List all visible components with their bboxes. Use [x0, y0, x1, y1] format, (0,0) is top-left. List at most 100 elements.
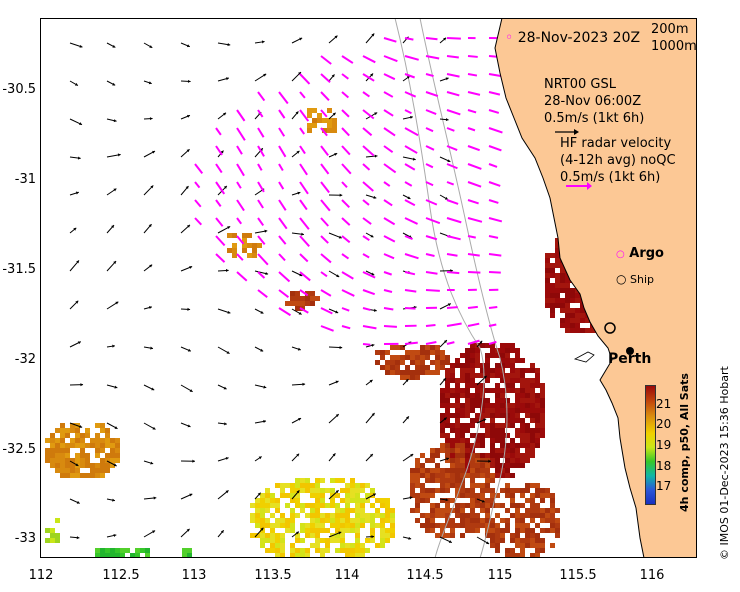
sst-pixel: [460, 423, 465, 428]
hf-arrow: [341, 199, 350, 209]
sst-pixel: [530, 448, 535, 453]
sst-pixel: [570, 288, 575, 293]
sst-pixel: [485, 513, 490, 518]
sst-pixel: [275, 533, 280, 538]
sst-pixel: [520, 433, 525, 438]
hf-arrow: [488, 253, 502, 257]
sst-pixel: [505, 403, 510, 408]
sst-pixel: [470, 463, 475, 468]
sst-pixel: [85, 433, 90, 438]
sst-pixel: [480, 438, 485, 443]
sst-pixel: [525, 538, 530, 543]
sst-pixel: [495, 408, 500, 413]
sst-pixel: [520, 373, 525, 378]
sst-pixel: [565, 293, 570, 298]
sst-pixel: [445, 478, 450, 483]
sst-pixel: [295, 503, 300, 508]
sst-pixel: [325, 538, 330, 543]
sst-pixel: [410, 468, 415, 473]
sst-pixel: [500, 363, 505, 368]
sst-pixel: [80, 438, 85, 443]
sst-pixel: [530, 413, 535, 418]
sst-pixel: [465, 363, 470, 368]
model-scale: 0.5m/s (1kt 6h): [544, 111, 645, 126]
sst-pixel: [550, 498, 555, 503]
ship-marker: [604, 322, 616, 334]
sst-pixel: [490, 368, 495, 373]
sst-pixel: [247, 243, 252, 248]
sst-pixel: [320, 493, 325, 498]
sst-pixel: [355, 518, 360, 523]
sst-pixel: [300, 488, 305, 493]
sst-pixel: [305, 478, 310, 483]
hf-arrow: [446, 163, 458, 170]
map-plot-area[interactable]: [40, 18, 697, 558]
sst-pixel: [480, 408, 485, 413]
sst-pixel: [340, 518, 345, 523]
sst-pixel: [505, 463, 510, 468]
model-arrowhead: [406, 76, 410, 79]
sst-pixel: [570, 298, 575, 303]
model-arrowhead: [186, 114, 190, 118]
sst-pixel: [315, 538, 320, 543]
sst-pixel: [355, 538, 360, 543]
sst-pixel: [455, 388, 460, 393]
hf-arrow: [467, 181, 482, 188]
sst-pixel: [50, 533, 55, 538]
sst-pixel: [500, 488, 505, 493]
sst-pixel: [550, 293, 555, 298]
sst-pixel: [525, 393, 530, 398]
sst-pixel: [555, 273, 560, 278]
model-arrowhead: [297, 347, 301, 351]
sst-pixel: [455, 468, 460, 473]
sst-pixel: [340, 508, 345, 513]
sst-pixel: [425, 468, 430, 473]
sst-pixel: [310, 508, 315, 513]
hf-arrow: [425, 181, 434, 187]
sst-pixel: [530, 403, 535, 408]
sst-pixel: [510, 448, 515, 453]
ship-legend: ○ Ship: [616, 272, 654, 286]
sst-pixel: [540, 383, 545, 388]
sst-pixel: [515, 528, 520, 533]
sst-pixel: [285, 518, 290, 523]
model-arrowhead: [223, 386, 227, 390]
sst-pixel: [445, 433, 450, 438]
sst-pixel: [55, 518, 60, 523]
sst-pixel: [260, 523, 265, 528]
sst-pixel: [270, 548, 275, 553]
sst-pixel: [515, 373, 520, 378]
sst-pixel: [500, 378, 505, 383]
sst-pixel: [305, 523, 310, 528]
sst-pixel: [485, 483, 490, 488]
sst-pixel: [95, 448, 100, 453]
model-arrowhead: [448, 540, 452, 543]
sst-pixel: [510, 443, 515, 448]
sst-pixel: [540, 398, 545, 403]
sst-pixel: [295, 478, 300, 483]
sst-pixel: [45, 458, 50, 463]
sst-pixel: [470, 353, 475, 358]
sst-pixel: [415, 473, 420, 478]
sst-pixel: [310, 513, 315, 518]
sst-pixel: [520, 408, 525, 413]
sst-pixel: [465, 438, 470, 443]
sst-pixel: [75, 438, 80, 443]
hf-arrow: [404, 109, 412, 115]
sst-pixel: [70, 458, 75, 463]
hf-arrow: [278, 91, 289, 105]
sst-pixel: [570, 328, 575, 333]
sst-pixel: [420, 513, 425, 518]
sst-pixel: [100, 548, 105, 553]
sst-pixel: [227, 233, 232, 238]
sst-pixel: [515, 488, 520, 493]
sst-pixel: [480, 343, 485, 348]
sst-pixel: [365, 548, 370, 553]
sst-pixel: [365, 518, 370, 523]
sst-pixel: [50, 438, 55, 443]
sst-pixel: [440, 528, 445, 533]
sst-pixel: [495, 388, 500, 393]
sst-pixel: [400, 355, 405, 360]
hf-arrow: [404, 145, 418, 154]
sst-pixel: [465, 393, 470, 398]
